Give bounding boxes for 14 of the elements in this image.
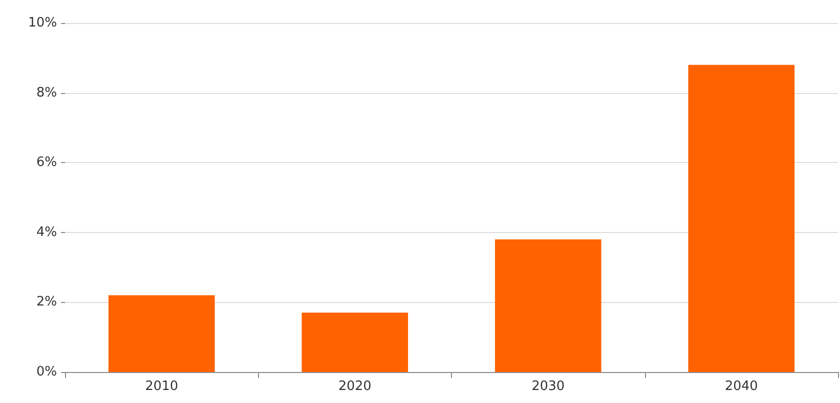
y-tick-label: 4% bbox=[36, 224, 57, 240]
y-tick-label: 10% bbox=[28, 16, 57, 30]
y-tick-label: 2% bbox=[36, 294, 57, 310]
x-tick-label: 2010 bbox=[145, 379, 178, 394]
x-tick-label: 2020 bbox=[338, 379, 372, 394]
bar bbox=[494, 239, 602, 372]
bar bbox=[688, 64, 795, 372]
x-tick-label: 2040 bbox=[724, 379, 758, 394]
bar bbox=[302, 312, 408, 372]
y-tick-label: 0% bbox=[36, 364, 57, 380]
bar bbox=[108, 295, 215, 372]
y-tick-label: 8% bbox=[36, 85, 57, 100]
y-tick-label: 6% bbox=[36, 155, 57, 170]
x-tick-label: 2030 bbox=[532, 379, 565, 394]
